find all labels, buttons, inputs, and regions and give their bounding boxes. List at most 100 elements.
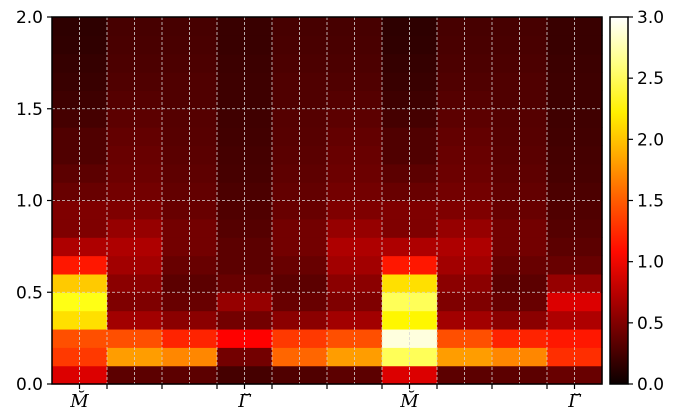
colorbar-tick-label: 2.0	[637, 130, 664, 150]
heatmap-cell	[52, 365, 108, 385]
heatmap-cell	[162, 310, 218, 330]
heatmap-cell	[272, 237, 328, 257]
heatmap-cell	[492, 17, 548, 36]
heatmap-cell	[437, 310, 493, 330]
heatmap-cell	[162, 127, 218, 147]
heatmap-cell	[327, 237, 383, 257]
heatmap-cell	[52, 182, 108, 202]
heatmap-cell	[327, 127, 383, 147]
heatmap-cell	[217, 127, 273, 147]
heatmap-cell	[107, 310, 163, 330]
heatmap-cell	[492, 365, 548, 385]
heatmap-cell	[107, 365, 163, 385]
heatmap-cell	[107, 72, 163, 91]
heatmap-cell	[107, 182, 163, 202]
heatmap-cell	[327, 292, 383, 312]
heatmap-cell	[52, 127, 108, 147]
heatmap-cell	[437, 182, 493, 202]
heatmap-cell	[492, 127, 548, 147]
heatmap-cell	[492, 310, 548, 330]
heatmap-cell	[547, 310, 603, 330]
heatmap-cell	[492, 347, 548, 367]
heatmap-cell	[217, 72, 273, 91]
x-tick-label: Γ̆	[567, 391, 582, 411]
heatmap-cell	[217, 17, 273, 36]
heatmap-cell	[437, 237, 493, 257]
heatmap-cell	[52, 72, 108, 91]
heatmap-cell	[162, 365, 218, 385]
y-tick-label: 1.5	[16, 100, 43, 120]
heatmap-cell	[107, 347, 163, 367]
heatmap-cell	[217, 347, 273, 367]
heatmap-cell	[437, 127, 493, 147]
heatmap-cell	[492, 292, 548, 312]
heatmap-cell	[437, 255, 493, 275]
heatmap-cell	[107, 17, 163, 36]
heatmap-cell	[437, 347, 493, 367]
heatmap-cell	[272, 182, 328, 202]
y-axis: 0.0 0.5 1.0 1.5 2.0	[16, 8, 52, 395]
colorbar-tick-label: 0.0	[637, 375, 664, 395]
heatmap-cell	[382, 310, 438, 330]
heatmap-cell	[272, 17, 328, 36]
y-tick-label: 0.5	[16, 283, 43, 303]
heatmap-cell	[52, 292, 108, 312]
heatmap-cell	[107, 292, 163, 312]
colorbar-tick-label: 1.0	[637, 253, 664, 273]
heatmap-cell	[382, 72, 438, 91]
colorbar-gradient	[610, 17, 628, 384]
heatmap-cell	[547, 365, 603, 385]
heatmap-cell	[437, 17, 493, 36]
heatmap-cell	[547, 292, 603, 312]
heatmap-cell	[382, 237, 438, 257]
y-tick-label: 2.0	[16, 8, 43, 28]
x-tick-label: M̆	[69, 390, 89, 411]
heatmap-cell	[217, 182, 273, 202]
x-axis: M̆ Γ̆ M̆ Γ̆	[69, 384, 582, 411]
heatmap-cell	[162, 17, 218, 36]
heatmap-cell	[547, 255, 603, 275]
heatmap-cell	[437, 292, 493, 312]
heatmap-cell	[52, 310, 108, 330]
heatmap-cell	[162, 182, 218, 202]
heatmap-cell	[492, 237, 548, 257]
heatmap-cell	[492, 182, 548, 202]
heatmap-cell	[272, 255, 328, 275]
y-tick-label: 1.0	[16, 192, 43, 212]
x-tick-label: Γ̆	[237, 391, 252, 411]
heatmap-cell	[547, 237, 603, 257]
heatmap-cell	[272, 365, 328, 385]
heatmap-cell	[437, 72, 493, 91]
heatmap-cell	[162, 255, 218, 275]
heatmap-cell	[327, 182, 383, 202]
heatmap-cell	[52, 255, 108, 275]
heatmap-cell	[547, 17, 603, 36]
heatmap-cell	[162, 72, 218, 91]
heatmap-cell	[382, 255, 438, 275]
heatmap-cell	[382, 347, 438, 367]
heatmap-cell	[437, 365, 493, 385]
heatmap-cell	[382, 17, 438, 36]
heatmap-cell	[382, 292, 438, 312]
heatmap-cell	[217, 310, 273, 330]
heatmap-cell	[327, 365, 383, 385]
heatmap-cell	[162, 347, 218, 367]
heatmap-cell	[382, 127, 438, 147]
heatmap-cell	[492, 255, 548, 275]
heatmap-cell	[327, 72, 383, 91]
heatmap-cell	[162, 292, 218, 312]
colorbar-tick-label: 1.5	[637, 192, 664, 212]
heatmap-cell	[547, 72, 603, 91]
heatmap-cell	[107, 255, 163, 275]
heatmap-cell	[52, 347, 108, 367]
heatmap-cell	[547, 127, 603, 147]
y-tick-label: 0.0	[16, 375, 43, 395]
grid-lines	[52, 17, 602, 384]
heatmap-cell	[217, 255, 273, 275]
colorbar-tick-label: 3.0	[637, 8, 664, 28]
heatmap-cell	[217, 237, 273, 257]
heatmap-cell	[272, 72, 328, 91]
heatmap-cell	[382, 365, 438, 385]
heatmap-cell	[162, 237, 218, 257]
heatmap-cell	[217, 292, 273, 312]
